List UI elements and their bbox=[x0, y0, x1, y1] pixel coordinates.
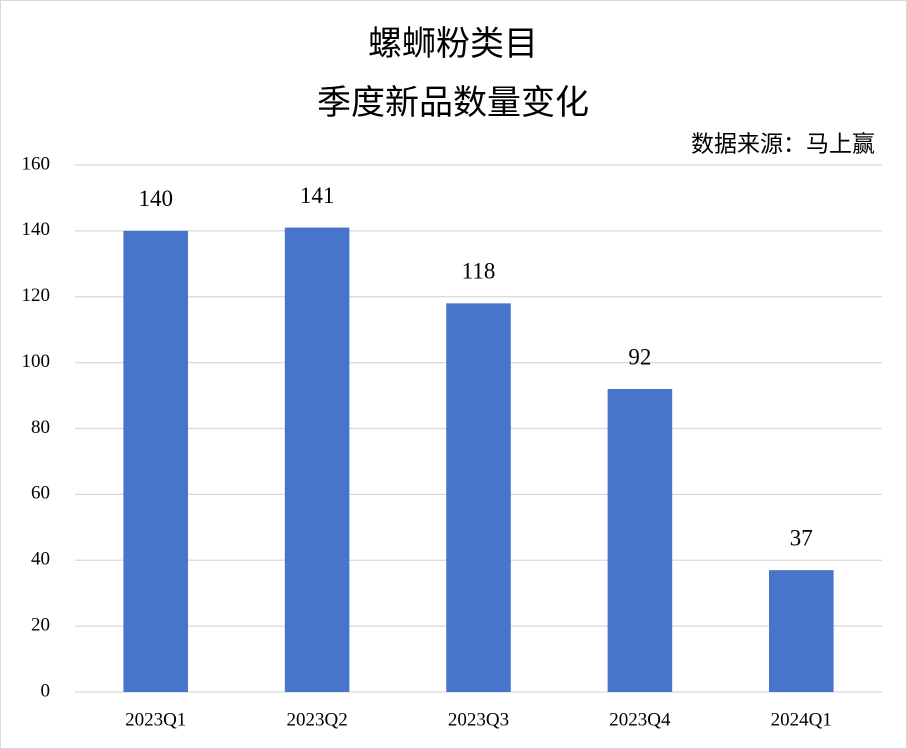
bar bbox=[123, 230, 188, 692]
bar bbox=[446, 303, 511, 692]
data-label: 118 bbox=[462, 259, 496, 284]
x-tick-label: 2023Q1 bbox=[125, 709, 186, 730]
bar bbox=[284, 227, 350, 693]
y-tick-label: 20 bbox=[31, 614, 50, 635]
x-tick-label: 2023Q2 bbox=[286, 709, 347, 730]
chart-title: 季度新品数量变化 bbox=[317, 84, 589, 122]
x-tick-label: 2024Q1 bbox=[771, 709, 832, 730]
y-tick-label: 160 bbox=[22, 153, 51, 174]
source-note: 数据来源：马上赢 bbox=[691, 131, 875, 156]
y-tick-label: 0 bbox=[41, 680, 51, 701]
chart-title: 螺蛳粉类目 bbox=[368, 25, 538, 63]
data-label: 92 bbox=[628, 344, 651, 369]
data-label: 37 bbox=[790, 525, 813, 550]
x-tick-label: 2023Q4 bbox=[609, 709, 671, 730]
data-label: 140 bbox=[138, 186, 173, 211]
bar bbox=[607, 388, 673, 692]
y-tick-label: 80 bbox=[31, 417, 50, 438]
y-tick-label: 100 bbox=[22, 351, 51, 372]
y-tick-label: 120 bbox=[22, 285, 51, 306]
data-label: 141 bbox=[300, 183, 335, 208]
bar bbox=[769, 570, 834, 692]
y-tick-label: 40 bbox=[31, 549, 50, 570]
y-tick-label: 140 bbox=[22, 219, 51, 240]
x-tick-label: 2023Q3 bbox=[448, 709, 509, 730]
y-tick-label: 60 bbox=[31, 483, 50, 504]
